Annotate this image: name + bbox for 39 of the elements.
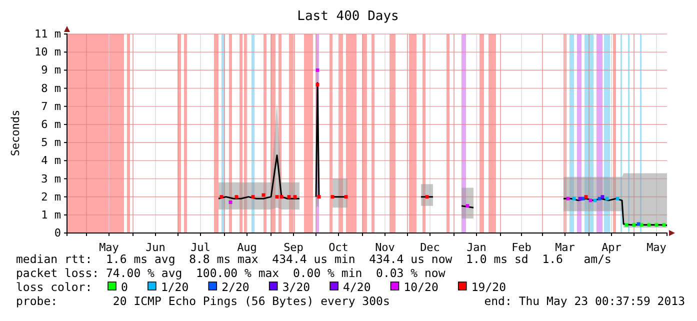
- y-tick-label: 8 m: [41, 82, 62, 95]
- text: median rtt: 1.6 ms avg 8.8 ms max 434.4 us min 434.4 us now 1.0 ms sd 1.6 am/s: [16, 252, 612, 266]
- y-tick-label: 0: [54, 226, 61, 240]
- legend-label: 4/20: [343, 280, 371, 294]
- y-tick-label: 2 m: [41, 190, 62, 204]
- chart-title: Last 400 Days: [297, 9, 399, 24]
- x-tick-label: Mar: [555, 241, 576, 254]
- text: end: Thu May 23 00:37:59 2013: [484, 294, 686, 308]
- x-tick-label: Jan: [466, 241, 486, 254]
- legend-label: 3/20: [282, 280, 310, 294]
- x-tick-label: Dec: [420, 241, 440, 254]
- text: probe: 20 ICMP Echo Pings (56 Bytes) every 300s: [16, 294, 390, 308]
- x-tick-label: Jul: [190, 241, 210, 254]
- legend-title: loss color:: [16, 280, 92, 294]
- x-tick-label: Apr: [602, 241, 622, 254]
- y-tick-label: 4 m: [41, 154, 62, 168]
- legend-label: 1/20: [160, 280, 189, 294]
- x-tick-label: May: [99, 241, 120, 254]
- legend-label: 19/20: [471, 280, 506, 294]
- legend-label: 0: [121, 280, 128, 294]
- y-tick-label: 10 m: [34, 46, 62, 59]
- x-tick-label: Sep: [284, 241, 304, 254]
- text: packet loss: 74.00 % avg 100.00 % max 0.00 % min 0.03 % now: [16, 266, 446, 280]
- y-tick-label: 5 m: [41, 136, 62, 150]
- legend-label: 10/20: [404, 280, 438, 294]
- x-tick-label: Nov: [375, 241, 396, 254]
- x-tick-label: Jun: [146, 241, 166, 254]
- y-tick-label: 1 m: [41, 208, 62, 222]
- y-axis-title: Seconds: [9, 110, 22, 156]
- x-tick-label: Oct: [328, 241, 348, 254]
- x-tick-label: Feb: [512, 241, 532, 254]
- y-tick-label: 9 m: [41, 64, 62, 77]
- y-tick-label: 3 m: [41, 172, 62, 186]
- x-tick-label: May: [646, 241, 667, 254]
- y-tick-label: 11 m: [34, 28, 62, 41]
- x-tick-label: Aug: [237, 241, 257, 254]
- legend-label: 2/20: [222, 280, 250, 294]
- y-tick-label: 7 m: [41, 100, 62, 113]
- y-tick-label: 6 m: [41, 118, 62, 131]
